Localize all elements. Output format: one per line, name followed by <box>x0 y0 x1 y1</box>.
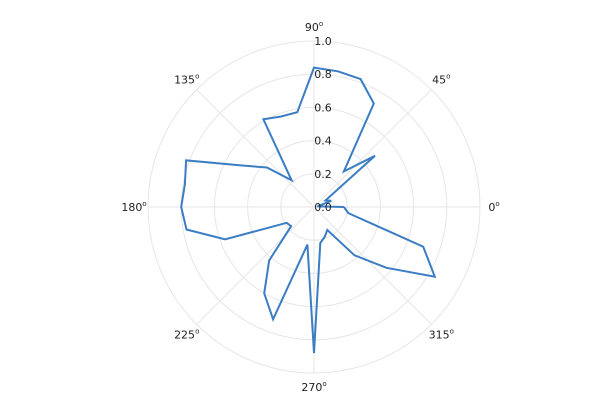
radial-tick-label: 1.0 <box>314 35 332 48</box>
angle-tick-value: 0 <box>488 201 495 214</box>
angle-tick-degree-mark: o <box>319 20 323 28</box>
angle-tick-label: 270o <box>301 380 326 394</box>
angle-tick-label: 180o <box>121 200 146 214</box>
angle-tick-value: 315 <box>429 328 450 341</box>
angle-tick-value: 45 <box>432 74 446 87</box>
angle-tick-degree-mark: o <box>195 73 199 81</box>
grid-spoke <box>196 206 315 325</box>
angle-tick-label: 90o <box>305 20 323 34</box>
angle-tick-degree-mark: o <box>446 73 450 81</box>
angle-tick-degree-mark: o <box>142 200 146 208</box>
radial-tick-label: 0.4 <box>314 135 332 148</box>
radial-tick-label: 0.0 <box>314 201 332 214</box>
angle-tick-value: 180 <box>121 201 142 214</box>
series-line <box>180 66 437 354</box>
series-layer <box>180 66 437 354</box>
radial-tick-label: 0.6 <box>314 101 332 114</box>
grid-spoke <box>313 89 432 208</box>
angle-tick-label: 225o <box>174 327 199 341</box>
angle-tick-label: 45o <box>432 73 450 87</box>
grid-spoke <box>196 89 315 208</box>
angle-tick-label: 0o <box>488 200 499 214</box>
angle-tick-degree-mark: o <box>322 380 326 388</box>
angle-tick-value: 90 <box>305 21 319 34</box>
angle-tick-degree-mark: o <box>450 327 454 335</box>
angle-tick-value: 135 <box>174 74 195 87</box>
angle-tick-degree-mark: o <box>195 327 199 335</box>
radial-tick-labels: 0.0 0.2 0.4 0.6 0.8 1.0 <box>314 35 332 214</box>
radial-tick-label: 0.2 <box>314 168 332 181</box>
angle-tick-label: 135o <box>174 73 199 87</box>
angle-tick-degree-mark: o <box>495 200 499 208</box>
angle-tick-label: 315o <box>429 327 454 341</box>
angle-tick-value: 270 <box>301 381 322 394</box>
grid-spoke <box>313 206 432 325</box>
radial-tick-label: 0.8 <box>314 68 332 81</box>
angle-tick-value: 225 <box>174 328 195 341</box>
